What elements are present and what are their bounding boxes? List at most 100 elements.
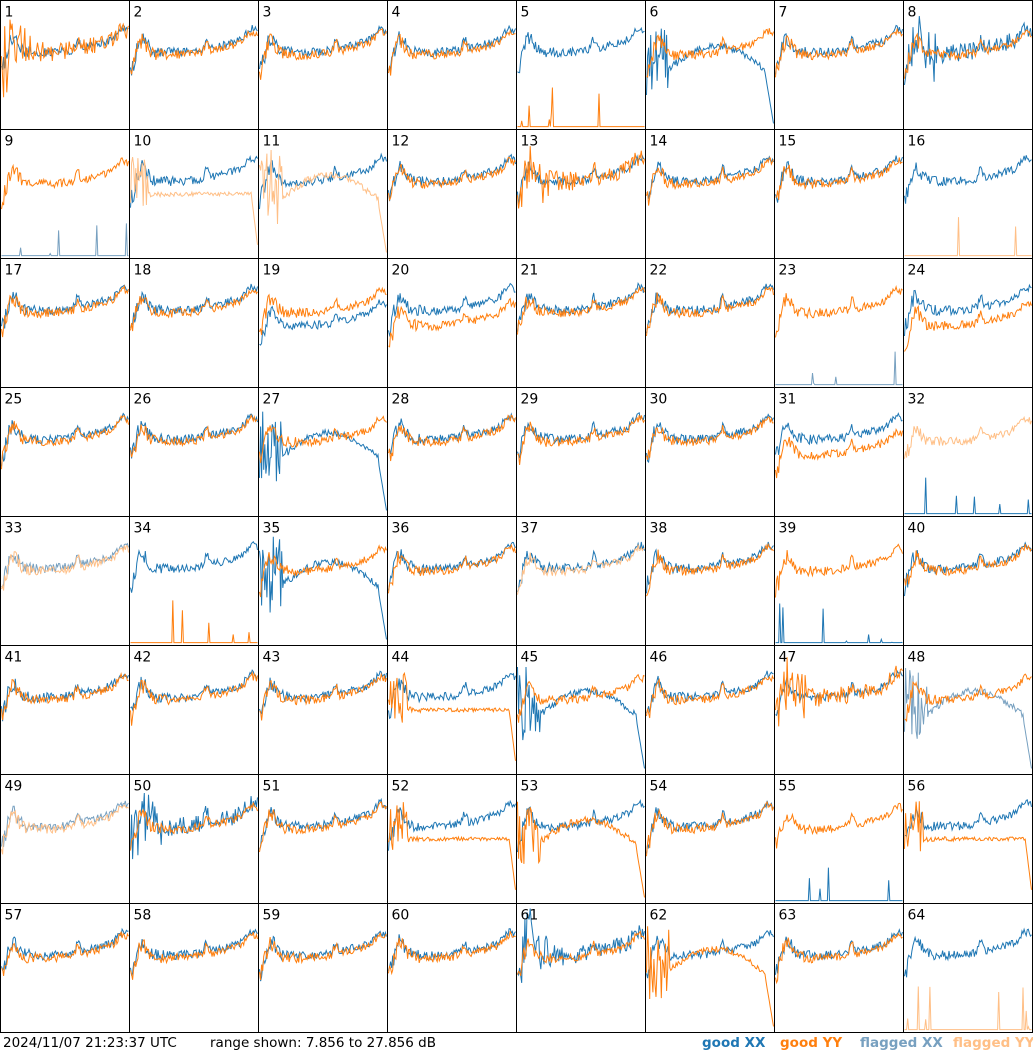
panel-label-17: 17 (5, 263, 23, 279)
series-xx-16 (904, 155, 1032, 204)
panel-label-34: 34 (134, 521, 152, 537)
panel-label-23: 23 (779, 263, 797, 279)
panel-frame (129, 0, 259, 130)
series-yy-47 (775, 657, 903, 727)
series-yy-59 (259, 932, 387, 981)
panel-label-14: 14 (650, 134, 668, 150)
panel-label-35: 35 (263, 521, 281, 537)
panel-label-31: 31 (779, 392, 797, 408)
panel-frame (774, 774, 904, 904)
series-yy-48 (904, 673, 1032, 723)
range-text: range shown: 7.856 to 27.856 dB (210, 1035, 436, 1051)
panel-frame (645, 258, 775, 388)
series-xx-64 (904, 927, 1032, 978)
panel-label-1: 1 (5, 5, 14, 21)
panel-frame (903, 258, 1033, 388)
panel-label-15: 15 (779, 134, 797, 150)
series-xx-55 (775, 867, 903, 902)
series-yy-22 (646, 286, 774, 337)
series-yy-61 (517, 930, 645, 976)
panel-label-7: 7 (779, 5, 788, 21)
series-yy-39 (775, 543, 903, 598)
panel-frame (0, 645, 130, 775)
panel-frame (0, 903, 130, 1033)
series-xx-28 (388, 412, 516, 455)
panel-30: 30 (645, 387, 775, 517)
series-xx-41 (1, 673, 129, 722)
panel-frame (903, 129, 1033, 259)
panel-19: 19 (258, 258, 388, 388)
series-yy-6 (646, 28, 774, 78)
series-yy-50 (130, 802, 258, 851)
panel-label-60: 60 (392, 908, 410, 924)
panel-22: 22 (645, 258, 775, 388)
panel-label-40: 40 (908, 521, 926, 537)
panel-frame (258, 774, 388, 904)
series-yy-34 (130, 600, 258, 644)
series-xx-52 (388, 799, 516, 851)
panel-47: 47 (774, 645, 904, 775)
series-xx-19 (259, 299, 387, 346)
panel-label-63: 63 (779, 908, 797, 924)
series-xx-31 (775, 412, 903, 455)
panel-label-12: 12 (392, 134, 410, 150)
panel-frame (645, 516, 775, 646)
panel-label-53: 53 (521, 779, 539, 795)
panel-60: 60 (387, 903, 517, 1033)
legend-flagged-yy: flagged YY (953, 1035, 1033, 1051)
panel-54: 54 (645, 774, 775, 904)
panel-36: 36 (387, 516, 517, 646)
panel-27: 27 (258, 387, 388, 517)
panel-label-58: 58 (134, 908, 152, 924)
panel-frame (774, 258, 904, 388)
panel-31: 31 (774, 387, 904, 517)
series-xx-56 (904, 799, 1032, 837)
panel-frame (387, 387, 517, 517)
panel-label-44: 44 (392, 650, 410, 666)
series-yy-21 (517, 286, 645, 335)
panel-label-32: 32 (908, 392, 926, 408)
series-xx-44 (388, 672, 516, 720)
series-yy-38 (646, 542, 774, 597)
series-xx-8 (904, 15, 1032, 85)
series-xx-20 (388, 282, 516, 338)
series-yy-43 (259, 672, 387, 721)
series-xx-4 (388, 24, 516, 71)
panel-label-36: 36 (392, 521, 410, 537)
panel-label-54: 54 (650, 779, 668, 795)
panel-58: 58 (129, 903, 259, 1033)
series-yy-12 (388, 156, 516, 202)
series-xx-45 (517, 666, 645, 769)
panel-7: 7 (774, 0, 904, 130)
panel-frame (645, 0, 775, 130)
series-yy-51 (259, 801, 387, 853)
legend-good-xx: good XX (702, 1035, 766, 1051)
panel-35: 35 (258, 516, 388, 646)
panel-label-52: 52 (392, 779, 410, 795)
series-xx-7 (775, 24, 903, 75)
series-yy-25 (1, 414, 129, 470)
panel-label-42: 42 (134, 650, 152, 666)
series-yy-63 (775, 932, 903, 985)
panel-24: 24 (903, 258, 1033, 388)
panel-33: 33 (0, 516, 130, 646)
panel-40: 40 (903, 516, 1033, 646)
panel-18: 18 (129, 258, 259, 388)
panel-frame (129, 903, 259, 1033)
panel-41: 41 (0, 645, 130, 775)
series-yy-57 (1, 931, 129, 976)
series-xx-6 (646, 28, 774, 124)
series-yy-54 (646, 800, 774, 857)
series-yy-53 (517, 801, 645, 898)
panel-label-22: 22 (650, 263, 668, 279)
panel-frame (129, 258, 259, 388)
panel-label-43: 43 (263, 650, 281, 666)
panel-61: 61 (516, 903, 646, 1033)
panel-label-24: 24 (908, 263, 926, 279)
panel-9: 9 (0, 129, 130, 259)
panel-frame (645, 387, 775, 517)
panel-frame (258, 903, 388, 1033)
series-xx-9 (1, 223, 129, 257)
panel-64: 64 (903, 903, 1033, 1033)
panel-frame (129, 387, 259, 517)
